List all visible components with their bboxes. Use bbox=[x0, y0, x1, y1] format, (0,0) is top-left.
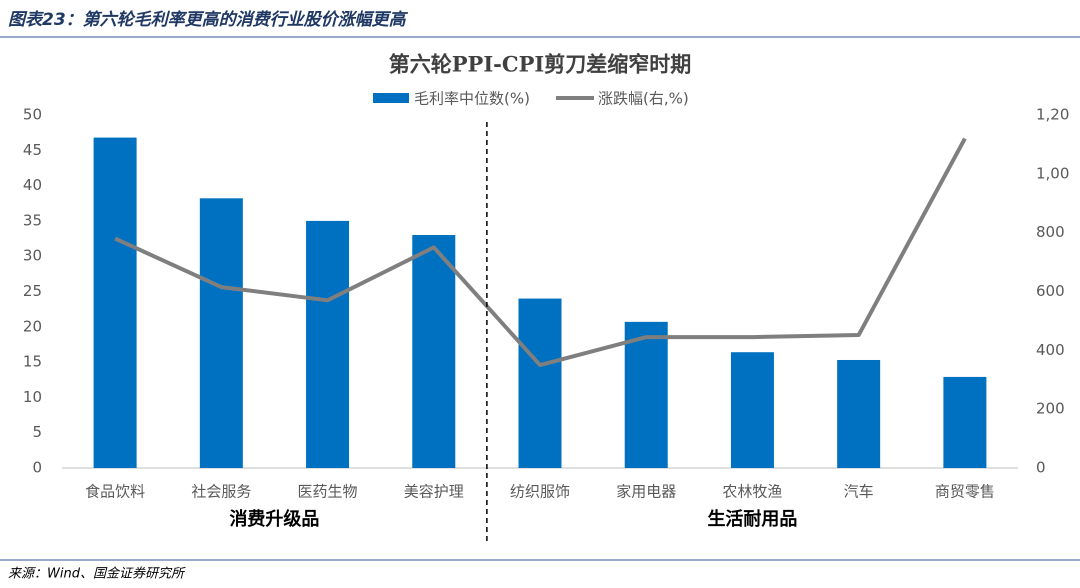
x-tick-label: 食品饮料 bbox=[85, 483, 145, 501]
y-tick-label: 45 bbox=[23, 141, 42, 159]
y2-tick-label: 800 bbox=[1036, 223, 1065, 241]
legend-label: 毛利率中位数(%) bbox=[414, 90, 530, 108]
bar bbox=[412, 235, 456, 468]
source: 来源：Wind、国金证券研究所 bbox=[8, 566, 186, 582]
bar bbox=[730, 352, 774, 468]
y-tick-label: 0 bbox=[32, 459, 42, 477]
y2-tick-label: 400 bbox=[1036, 341, 1065, 359]
y2-tick-label: 600 bbox=[1036, 282, 1065, 300]
bar bbox=[943, 376, 987, 468]
y2-tick-label: 1,00 bbox=[1036, 164, 1069, 182]
y-tick-label: 5 bbox=[32, 423, 42, 441]
x-tick-label: 社会服务 bbox=[191, 483, 251, 501]
y-tick-label: 35 bbox=[23, 211, 42, 229]
x-tick-label: 农林牧渔 bbox=[722, 483, 782, 501]
x-tick-label: 医药生物 bbox=[298, 483, 358, 501]
x-tick-label: 美容护理 bbox=[404, 483, 464, 501]
legend-swatch bbox=[373, 93, 409, 103]
y-tick-label: 50 bbox=[23, 106, 42, 124]
x-tick-label: 家用电器 bbox=[616, 483, 676, 501]
y-tick-label: 25 bbox=[23, 282, 42, 300]
group-label: 消费升级品 bbox=[229, 508, 319, 530]
y-tick-label: 30 bbox=[23, 247, 42, 265]
x-tick-label: 商贸零售 bbox=[935, 483, 995, 501]
bar bbox=[624, 321, 668, 468]
y2-tick-label: 1,20 bbox=[1036, 106, 1069, 124]
y-tick-label: 40 bbox=[23, 176, 42, 194]
y-tick-label: 10 bbox=[23, 388, 42, 406]
y-tick-label: 15 bbox=[23, 353, 42, 371]
x-tick-label: 纺织服饰 bbox=[510, 483, 570, 501]
bar bbox=[306, 220, 350, 468]
y2-tick-label: 200 bbox=[1036, 400, 1065, 418]
legend-label: 涨跌幅(右,%) bbox=[598, 90, 689, 108]
group-label: 生活耐用品 bbox=[707, 508, 797, 530]
bar bbox=[199, 198, 243, 469]
bar bbox=[93, 137, 137, 469]
x-tick-label: 汽车 bbox=[844, 483, 874, 501]
bar bbox=[837, 359, 881, 468]
header: 图表23：第六轮毛利率更高的消费行业股价涨幅更高 bbox=[8, 10, 409, 30]
chart-title: 第六轮PPI-CPI剪刀差缩窄时期 bbox=[389, 52, 691, 77]
y-tick-label: 20 bbox=[23, 317, 42, 335]
y2-tick-label: 0 bbox=[1036, 459, 1046, 477]
line bbox=[114, 137, 967, 368]
bar bbox=[518, 298, 562, 468]
